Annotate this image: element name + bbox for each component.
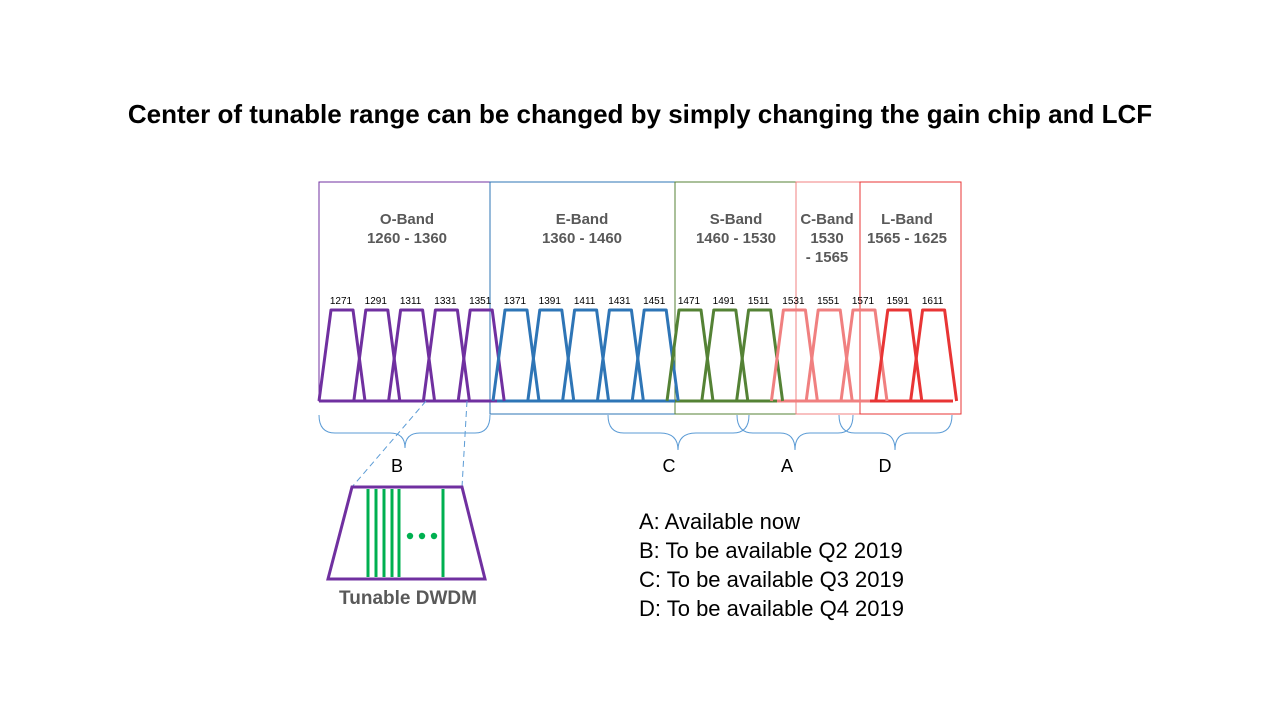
channel-label-1271: 1271 xyxy=(330,296,353,307)
channel-label-1611: 1611 xyxy=(922,296,944,307)
channel-label-1551: 1551 xyxy=(817,296,840,307)
c-band-range-end: - 1565 xyxy=(806,249,849,266)
channel-label-1491: 1491 xyxy=(713,296,736,307)
channel-filter-1431 xyxy=(595,308,645,402)
channel-label-1531: 1531 xyxy=(782,296,805,307)
brace-a xyxy=(736,414,854,451)
channel-filter-1371 xyxy=(491,308,541,402)
channel-filters xyxy=(317,308,959,403)
channel-filter-1531 xyxy=(769,308,819,402)
channel-label-1331: 1331 xyxy=(434,296,457,307)
brace-d xyxy=(838,414,953,451)
l-band-range: 1565 - 1625 xyxy=(867,230,947,247)
legend-item-d: D: To be available Q4 2019 xyxy=(639,596,904,621)
e-band-range: 1360 - 1460 xyxy=(542,230,622,247)
zoom-lines xyxy=(351,400,468,488)
brace-label-d: D xyxy=(879,456,892,476)
channel-label-1291: 1291 xyxy=(365,296,388,307)
l-band-box xyxy=(859,181,962,415)
channel-label-1411: 1411 xyxy=(574,296,596,307)
c-band-range-start: 1530 xyxy=(810,230,843,247)
o-band-range: 1260 - 1360 xyxy=(367,230,447,247)
l-band-name: L-Band xyxy=(881,211,933,228)
zoom-line-left xyxy=(351,400,427,488)
tunable-dwdm-inset: Tunable DWDM xyxy=(326,485,487,609)
channel-filter-1511 xyxy=(735,308,785,402)
channel-label-1371: 1371 xyxy=(504,296,527,307)
channel-filter-1331 xyxy=(421,308,471,402)
channel-label-1431: 1431 xyxy=(608,296,631,307)
channel-label-1591: 1591 xyxy=(887,296,910,307)
channel-label-1471: 1471 xyxy=(678,296,701,307)
o-band-name: O-Band xyxy=(380,211,434,228)
channel-label-1351: 1351 xyxy=(469,296,492,307)
channel-filter-1271 xyxy=(317,308,367,402)
channel-label-1451: 1451 xyxy=(643,296,666,307)
ellipsis-dot xyxy=(430,532,438,540)
e-band-name: E-Band xyxy=(556,211,609,228)
inset-trapezoid xyxy=(326,485,487,581)
inset-caption: Tunable DWDM xyxy=(339,588,477,609)
brace-label-b: B xyxy=(391,456,403,476)
diagram-title: Center of tunable range can be changed b… xyxy=(128,99,1152,129)
channel-filter-1411 xyxy=(561,308,611,402)
zoom-line-right xyxy=(461,400,468,488)
channel-filter-1591 xyxy=(874,308,924,402)
c-band-name: C-Band xyxy=(800,211,853,228)
channel-filter-1551 xyxy=(804,308,854,402)
brace-c xyxy=(607,414,750,451)
channel-filter-1471 xyxy=(665,308,715,402)
ellipsis-dots xyxy=(406,532,438,540)
availability-legend: A: Available now B: To be available Q2 2… xyxy=(639,509,904,621)
channel-filter-1491 xyxy=(700,308,750,402)
channel-label-1391: 1391 xyxy=(539,296,562,307)
s-band-range: 1460 - 1530 xyxy=(696,230,776,247)
legend-item-a: A: Available now xyxy=(639,509,800,534)
legend-item-b: B: To be available Q2 2019 xyxy=(639,538,903,563)
channel-label-1511: 1511 xyxy=(748,296,770,307)
channel-filter-1351 xyxy=(456,308,506,402)
channel-filter-1451 xyxy=(630,308,680,402)
channel-filter-1611 xyxy=(909,308,959,402)
channel-filter-1391 xyxy=(526,308,576,402)
brace-b xyxy=(318,414,491,449)
dwdm-channel-lines xyxy=(366,489,445,577)
channel-filter-1311 xyxy=(387,308,437,402)
band-labels: O-Band 1260 - 1360 E-Band 1360 - 1460 S-… xyxy=(367,211,947,266)
brace-label-c: C xyxy=(663,456,676,476)
channel-label-1311: 1311 xyxy=(400,296,422,307)
channel-label-1571: 1571 xyxy=(852,296,875,307)
channel-filter-1291 xyxy=(352,308,402,402)
range-braces xyxy=(318,414,953,451)
legend-item-c: C: To be available Q3 2019 xyxy=(639,567,904,592)
ellipsis-dot xyxy=(418,532,426,540)
channel-labels: 1271 1291 1311 1331 1351 1371 1391 1411 1431 1451… xyxy=(330,296,944,307)
s-band-name: S-Band xyxy=(710,211,763,228)
channel-filter-1571 xyxy=(839,308,889,402)
brace-label-a: A xyxy=(781,456,793,476)
ellipsis-dot xyxy=(406,532,414,540)
